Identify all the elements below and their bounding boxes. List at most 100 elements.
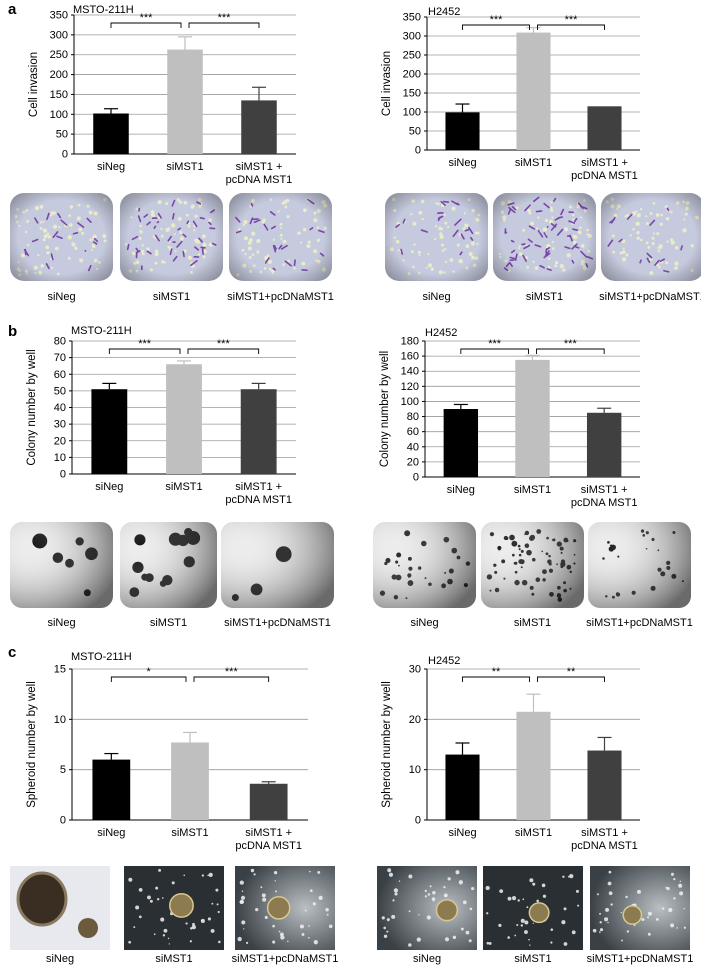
photo-vignette <box>229 193 332 281</box>
particle <box>317 870 321 874</box>
y-tick-label: 0 <box>62 149 68 161</box>
particle <box>418 914 420 916</box>
bar-0 <box>92 759 131 820</box>
y-tick-label: 30 <box>409 664 421 676</box>
category-label: siNeg <box>447 484 475 496</box>
photo-shade <box>120 522 217 608</box>
particle <box>471 887 475 891</box>
particle <box>604 917 609 922</box>
particle <box>398 880 401 882</box>
significance-bracket <box>537 676 605 682</box>
y-tick-label: 15 <box>54 664 66 676</box>
particle <box>529 944 531 946</box>
significance-bracket <box>110 22 182 28</box>
particle <box>408 943 412 947</box>
category-label: siMST1 <box>166 161 203 173</box>
particle <box>673 897 676 900</box>
significance-label: *** <box>564 338 578 350</box>
y-tick-label: 60 <box>54 369 66 381</box>
particle <box>273 870 278 875</box>
particle <box>550 941 553 944</box>
significance-bracket <box>460 348 529 354</box>
invasion-photo <box>601 193 701 281</box>
y-tick-label: 150 <box>403 88 421 100</box>
particle <box>511 896 517 901</box>
bar-1 <box>166 364 202 474</box>
category-label: siMST1 + <box>581 157 628 169</box>
particle <box>253 873 256 876</box>
chart-title: MSTO-211H <box>73 4 134 16</box>
particle <box>386 930 389 933</box>
category-label: pcDNA MST1 <box>235 840 302 852</box>
particle <box>460 927 464 931</box>
particle <box>201 919 203 922</box>
particle <box>625 895 628 899</box>
particle <box>452 935 457 940</box>
bar-2 <box>586 412 622 477</box>
spheroid <box>169 893 194 918</box>
particle <box>318 895 323 901</box>
y-tick-label: 5 <box>60 764 66 776</box>
particle <box>138 915 142 919</box>
particle <box>683 907 685 910</box>
particle <box>455 870 460 875</box>
bar-2 <box>249 783 288 820</box>
particle <box>192 922 195 926</box>
particle <box>427 893 431 896</box>
particle <box>237 936 242 942</box>
particle <box>647 911 652 916</box>
bar-0 <box>445 112 480 150</box>
category-label: siMST1 <box>515 157 552 169</box>
particle <box>668 907 673 913</box>
particle <box>528 938 530 941</box>
particle <box>312 902 316 906</box>
particle <box>447 877 451 881</box>
particle <box>416 937 421 942</box>
particle <box>307 936 310 939</box>
particle <box>676 927 678 929</box>
y-tick-label: 350 <box>403 12 421 24</box>
particle <box>309 889 313 893</box>
particle <box>678 883 683 888</box>
colony-photo <box>481 522 584 608</box>
significance-bracket <box>537 24 605 30</box>
photo-vignette <box>385 193 488 281</box>
photo-label: siNeg <box>47 291 75 303</box>
particle <box>216 903 219 906</box>
particle <box>308 925 310 927</box>
chart-c-h2452: 0 10 20 30 siNeg siMST1 siMST1 +pcDNA MST1 Sphe… <box>381 655 640 852</box>
particle <box>599 912 602 915</box>
particle <box>561 920 566 925</box>
particle <box>499 889 504 894</box>
chart-title: H2452 <box>428 6 460 18</box>
particle <box>309 870 311 873</box>
photo-shade <box>10 522 113 608</box>
particle <box>326 913 329 916</box>
particle <box>261 893 266 898</box>
significance-bracket <box>536 348 605 354</box>
particle <box>673 877 676 881</box>
particle <box>426 915 431 920</box>
particle <box>575 889 579 893</box>
particle <box>431 897 436 901</box>
spheroid <box>266 896 291 920</box>
particle <box>608 870 612 874</box>
particle <box>596 893 599 896</box>
panel-letter-b: b <box>8 323 17 340</box>
significance-bracket <box>187 348 260 354</box>
particle <box>185 922 188 925</box>
particle <box>424 889 427 893</box>
particle <box>278 930 281 933</box>
particle <box>168 943 170 945</box>
y-tick-label: 30 <box>54 419 66 431</box>
category-label: siNeg <box>97 161 125 173</box>
particle <box>239 880 244 885</box>
particle <box>189 940 192 943</box>
particle <box>160 917 165 922</box>
particle <box>162 934 166 937</box>
y-axis-label: Spheroid number by well <box>381 681 393 808</box>
particle <box>133 926 136 929</box>
chart-c-msto: 0 5 10 15 siNeg siMST1 siMST1 +pcDNA MST1 Spher… <box>26 651 308 852</box>
particle <box>670 872 674 876</box>
category-label: pcDNA MST1 <box>571 840 638 852</box>
